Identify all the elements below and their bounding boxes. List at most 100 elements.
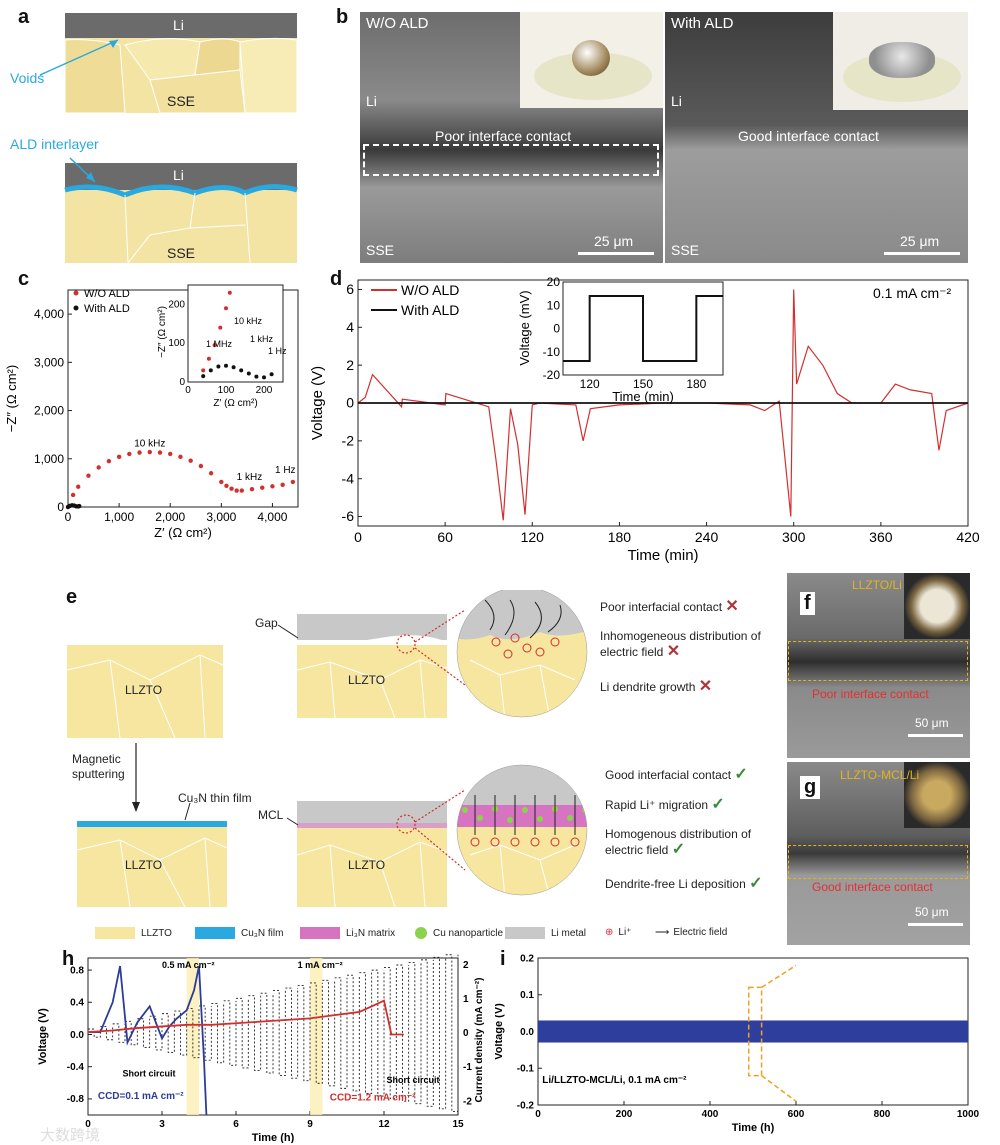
b-good-contact: Good interface contact: [738, 128, 879, 144]
annot-1khz: 1 kHz: [237, 472, 263, 483]
series-0-point: [260, 485, 265, 490]
panel-a-sse-bottom: SSE: [167, 245, 196, 261]
y-tick-label: 0.0: [520, 1027, 534, 1038]
legend-without-ald: W/O ALD: [401, 282, 459, 298]
panel-a-letter: a: [18, 6, 30, 28]
sem-image-llzto-li: [787, 573, 970, 758]
panel-g-letter: g: [800, 776, 821, 799]
y-tick-label: -0.2: [517, 1100, 535, 1111]
inset-voltage-line: [563, 294, 723, 363]
zoom-line-bottom: [761, 1074, 797, 1102]
b-poor-contact: Poor interface contact: [435, 128, 572, 144]
inset-annot-1mhz: 1 MHz: [206, 339, 233, 349]
legend-li3n: Li₃N matrix: [300, 927, 395, 939]
e-bad-1: Poor interfacial contact ✕: [600, 598, 739, 615]
panel-e-letter: e: [66, 586, 78, 608]
series-0-point: [96, 465, 101, 470]
inset-black-point: [201, 374, 206, 379]
e-good-3: Homogenous distribution of electric fiel…: [605, 827, 752, 858]
x-axis-label: Z′ (Ω cm²): [154, 525, 212, 540]
y-axis-label: −Z″ (Ω cm²): [4, 365, 19, 432]
inset-black-point: [231, 365, 236, 370]
f-scale: 50 μm: [915, 716, 949, 730]
b-left-title: W/O ALD: [366, 15, 429, 32]
inset-x-tick-label: 120: [580, 377, 600, 391]
inset-photo-without-ald: [520, 12, 663, 108]
panel-h-letter: h: [62, 948, 75, 970]
e-gap: Gap: [255, 616, 278, 630]
legend-marker-with-ald: [73, 305, 79, 311]
y2-tick-label: 2: [463, 960, 469, 971]
x-tick-label: 0: [65, 510, 72, 524]
poor-contact-box: [363, 144, 659, 176]
series-0-point: [127, 451, 132, 457]
annot-short-2: Short circuit: [386, 1075, 439, 1085]
b-right-li: Li: [671, 93, 682, 109]
highlight-0-5: [186, 958, 199, 1115]
x-tick-label: 360: [869, 529, 893, 545]
b-left-li: Li: [366, 93, 377, 109]
b-right-scale: 25 μm: [900, 233, 940, 249]
e-bad-2: Inhomogeneous distribution of electric f…: [600, 629, 761, 660]
inset-black-point: [216, 364, 221, 369]
legend-llzto: LLZTO: [95, 927, 172, 939]
series-0-point: [137, 450, 142, 455]
voltage-band: [538, 1020, 968, 1043]
inset-red-point: [206, 356, 211, 361]
y-tick-label: 0: [346, 395, 354, 411]
legend-cu3n: Cu₃N film: [195, 927, 283, 939]
inset-y-tick-label: 0: [179, 377, 185, 388]
li-plus-icon: ⊕: [605, 927, 614, 938]
inset-y-tick-label: -10: [543, 345, 561, 359]
y-tick-label: -0.1: [517, 1064, 535, 1075]
e-llzto-1: LLZTO: [125, 683, 163, 697]
check-icon: ✓: [671, 841, 686, 858]
x-tick-label: 600: [788, 1109, 805, 1120]
panel-a-sse-top: SSE: [167, 93, 196, 109]
watermark: 大数跨境: [40, 1127, 101, 1144]
e-bad-3: Li dendrite growth ✕: [600, 678, 713, 695]
legend-marker-without-ald: [73, 290, 79, 296]
g-title: LLZTO-MCL/Li: [840, 768, 920, 782]
series-0-point: [239, 488, 244, 493]
inset-black-point: [208, 368, 213, 373]
y-tick-label: 0.0: [70, 1030, 84, 1041]
y2-tick-label: 1: [463, 994, 469, 1005]
x-tick-label: 400: [702, 1109, 719, 1120]
inset-y-tick-label: -20: [543, 368, 561, 382]
check-icon: ✓: [734, 766, 748, 783]
x-tick-label: 1,000: [104, 510, 134, 524]
y-tick-label: 3,000: [34, 355, 64, 369]
panel-i-letter: i: [500, 948, 506, 970]
panel-c-letter: c: [18, 268, 30, 290]
y2-tick-label: -1: [463, 1062, 472, 1073]
legend-without-ald: W/O ALD: [84, 288, 130, 300]
panel-e-schematic: [66, 590, 588, 908]
inset-y-tick-label: 200: [168, 299, 185, 310]
b-right-scalebar: [884, 252, 960, 255]
x-tick-label: 3: [159, 1119, 165, 1130]
inset-black-point: [269, 372, 274, 377]
chart-d-current-density: 0.1 mA cm⁻²: [873, 285, 952, 301]
y2-tick-label: -2: [463, 1096, 472, 1107]
b-right-title: With ALD: [671, 15, 734, 32]
annot-1hz: 1 Hz: [275, 465, 296, 476]
x-tick-label: 15: [452, 1119, 464, 1130]
e-llzto-3: LLZTO: [348, 673, 386, 687]
series-1-line: [87, 999, 404, 1036]
legend-with-ald: With ALD: [84, 303, 130, 315]
series-0-point: [157, 450, 163, 455]
inset-y-label: −Z″ (Ω cm²): [157, 306, 168, 358]
y-tick-label: 0.2: [520, 953, 534, 964]
e-good-2: Rapid Li⁺ migration ✓: [605, 796, 725, 813]
dashed-box-g: [788, 845, 968, 879]
series-0-point: [147, 449, 152, 455]
series-0-point: [168, 451, 173, 457]
inset-red-point: [227, 290, 232, 295]
inset-frame: [187, 284, 284, 383]
e-mcl: MCL: [258, 808, 284, 822]
series-0-point: [234, 488, 239, 493]
e-llzto-4: LLZTO: [348, 858, 386, 872]
y-tick-label: 4,000: [34, 307, 64, 321]
